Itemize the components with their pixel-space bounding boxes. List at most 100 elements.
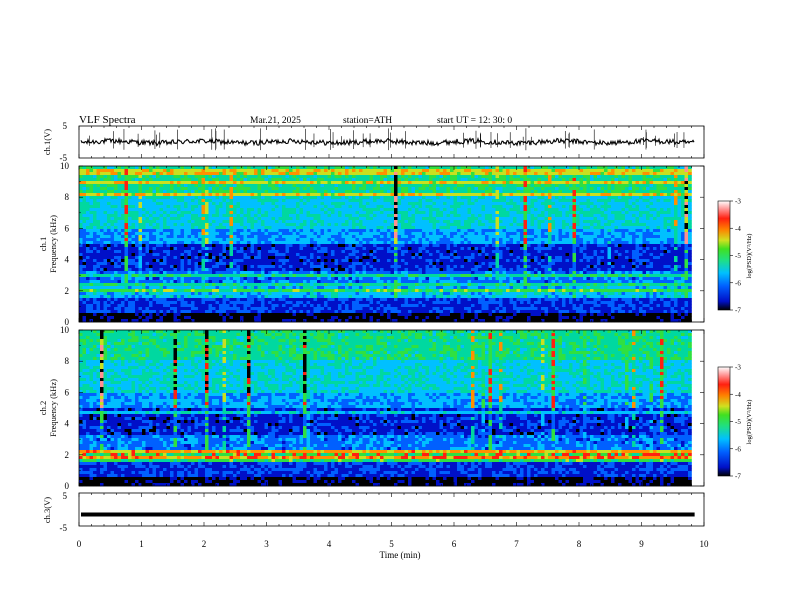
spectrogram-cell xyxy=(271,232,276,236)
spectrogram-cell xyxy=(285,172,290,176)
spectrogram-cell xyxy=(464,178,468,182)
spectrogram-cell xyxy=(376,211,381,215)
spectrogram-cell xyxy=(492,193,496,197)
spectrogram-cell xyxy=(670,172,675,176)
spectrogram-cell xyxy=(527,196,531,200)
spectrogram-cell xyxy=(261,244,265,248)
spectrogram-cell xyxy=(646,211,650,215)
spectrogram-cell xyxy=(317,214,321,218)
spectrogram-cell xyxy=(558,247,563,251)
spectrogram-cell xyxy=(355,193,360,197)
spectrogram-cell xyxy=(236,178,241,182)
spectrogram-cell xyxy=(212,208,216,212)
spectrogram-cell xyxy=(380,181,384,185)
spectrogram-cell xyxy=(152,247,157,251)
spectrogram-cell xyxy=(131,226,136,230)
spectrogram-cell xyxy=(93,247,97,251)
spectrogram-cell xyxy=(516,238,521,242)
spectrogram-cell xyxy=(114,175,118,179)
spectrogram-cell xyxy=(618,211,622,215)
spectrogram-cell xyxy=(583,166,587,170)
spectrogram-cell xyxy=(527,229,531,233)
spectrogram-cell xyxy=(404,175,409,179)
spectrogram-cell xyxy=(299,202,304,206)
spectrogram-cell xyxy=(453,172,458,176)
spectrogram-cell xyxy=(450,169,454,173)
spectrogram-cell xyxy=(639,235,643,239)
spectrogram-cell xyxy=(89,226,94,230)
spectrogram-cell xyxy=(229,211,234,215)
spectrogram-cell xyxy=(418,169,423,173)
spectrogram-cell xyxy=(478,238,482,242)
spectrogram-cell xyxy=(173,178,178,182)
spectrogram-cell xyxy=(166,199,171,203)
spectrogram-cell xyxy=(250,238,255,242)
spectrogram-cell xyxy=(663,217,668,221)
spectrogram-cell xyxy=(492,205,496,209)
spectrogram-cell xyxy=(572,211,577,215)
spectrogram-cell xyxy=(177,214,181,218)
spectrogram-cell xyxy=(513,169,517,173)
spectrogram-cell xyxy=(418,205,423,209)
spectrogram-cell xyxy=(681,241,685,245)
spectrogram-cell xyxy=(352,235,356,239)
spectrogram-cell xyxy=(488,199,493,203)
spectrogram-cell xyxy=(523,232,528,236)
spectrogram-cell xyxy=(639,229,643,233)
spectrogram-cell xyxy=(670,169,675,173)
spectrogram-cell xyxy=(142,205,146,209)
spectrogram-cell xyxy=(145,184,150,188)
spectrogram-cell xyxy=(229,169,234,173)
spectrogram-cell xyxy=(674,166,678,170)
spectrogram-cell xyxy=(177,175,181,179)
spectrogram-cell xyxy=(173,184,178,188)
spectrogram-cell xyxy=(415,235,419,239)
spectrogram-cell xyxy=(366,211,370,215)
spectrogram-cell xyxy=(681,208,685,212)
spectrogram-cell xyxy=(233,196,237,200)
spectrogram-cell xyxy=(443,244,447,248)
spectrogram-cell xyxy=(338,235,342,239)
spectrogram-cell xyxy=(600,196,605,200)
spectrogram-cell xyxy=(646,187,650,191)
spectrogram-cell xyxy=(576,205,580,209)
spectrogram-cell xyxy=(415,247,419,251)
spectrogram-cell xyxy=(576,211,580,215)
spectrogram-cell xyxy=(527,190,531,194)
spectrogram-cell xyxy=(537,196,542,200)
spectrogram-cell xyxy=(184,229,188,233)
spectrogram-cell xyxy=(348,178,353,182)
spectrogram-cell xyxy=(163,229,167,233)
spectrogram-cell xyxy=(632,166,636,170)
spectrogram-cell xyxy=(152,187,157,191)
spectrogram-cell xyxy=(317,175,321,179)
spectrogram-cell xyxy=(170,199,174,203)
spectrogram-cell xyxy=(394,166,398,170)
spectrogram-cell xyxy=(219,244,223,248)
spectrogram-cell xyxy=(208,217,213,221)
spectrogram-cell xyxy=(404,229,409,233)
spectrogram-cell xyxy=(495,175,500,179)
spectrogram-cell xyxy=(128,205,132,209)
spectrogram-cell xyxy=(292,208,297,212)
spectrogram-cell xyxy=(299,184,304,188)
spectrogram-cell xyxy=(289,238,293,242)
spectrogram-cell xyxy=(345,178,349,182)
spectrogram-cell xyxy=(359,226,363,230)
spectrogram-cell xyxy=(170,241,174,245)
spectrogram-cell xyxy=(520,238,524,242)
spectrogram-cell xyxy=(324,205,328,209)
spectrogram-cell xyxy=(621,229,626,233)
spectrogram-cell xyxy=(432,226,437,230)
spectrogram-cell xyxy=(82,214,87,218)
spectrogram-cell xyxy=(296,223,300,227)
spectrogram-cell xyxy=(506,226,510,230)
spectrogram-cell xyxy=(429,181,433,185)
spectrogram-cell xyxy=(534,181,538,185)
spectrogram-cell xyxy=(128,220,132,224)
spectrogram-cell xyxy=(156,205,160,209)
spectrogram-cell xyxy=(663,214,668,218)
spectrogram-cell xyxy=(352,232,356,236)
spectrogram-cell xyxy=(579,217,584,221)
spectrogram-cell xyxy=(236,229,241,233)
